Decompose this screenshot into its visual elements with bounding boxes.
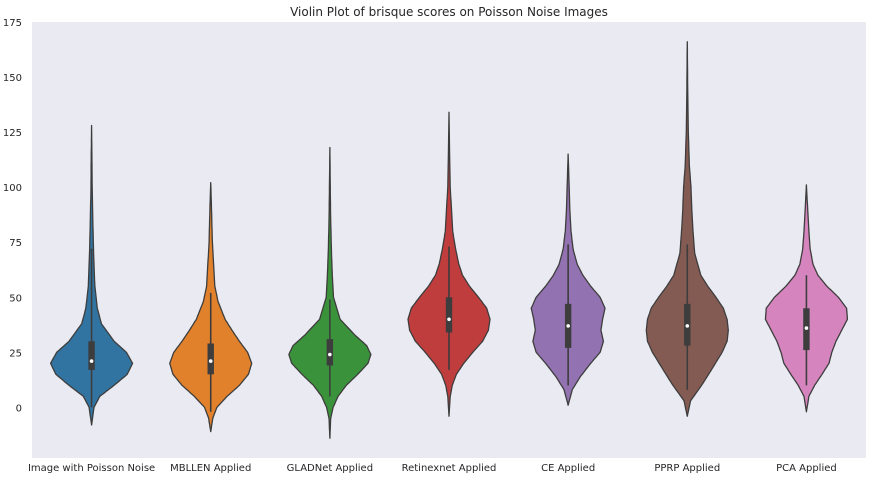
x-tick-label: CE Applied bbox=[541, 463, 595, 474]
x-tick-label: GLADNet Applied bbox=[287, 463, 373, 474]
violin-7 bbox=[764, 184, 849, 413]
y-tick-label: 100 bbox=[3, 183, 22, 194]
y-tick-label: 175 bbox=[3, 18, 22, 29]
y-tick-label: 50 bbox=[9, 293, 22, 304]
violin-iqr-box bbox=[445, 297, 453, 333]
violin-median-dot bbox=[566, 324, 570, 328]
violin-body bbox=[645, 41, 729, 417]
violin-iqr-box bbox=[88, 341, 95, 370]
violin-body bbox=[288, 146, 372, 439]
x-tick-label: Retinexnet Applied bbox=[402, 463, 497, 474]
y-axis-ticks: 0 25 50 75 100 125 150 175 bbox=[3, 18, 22, 414]
violin-iqr-box bbox=[326, 339, 334, 366]
y-tick-label: 0 bbox=[16, 403, 22, 414]
chart-title: Violin Plot of brisque scores on Poisson… bbox=[290, 5, 608, 19]
y-tick-label: 25 bbox=[9, 348, 22, 359]
x-tick-label: MBLLEN Applied bbox=[170, 463, 251, 474]
violin-median-dot bbox=[328, 352, 332, 357]
violin-median-dot bbox=[89, 359, 94, 363]
x-axis-ticks: Image with Poisson Noise MBLLEN Applied GL… bbox=[28, 463, 837, 474]
violin-median-dot bbox=[804, 326, 809, 330]
violin-3 bbox=[288, 146, 372, 439]
violin-median-dot bbox=[685, 324, 690, 328]
x-tick-label: PCA Applied bbox=[776, 463, 837, 474]
violin-1 bbox=[49, 124, 134, 426]
violin-2 bbox=[169, 182, 253, 433]
violins-layer bbox=[49, 41, 849, 439]
violin-median-dot bbox=[208, 359, 213, 363]
violin-median-dot bbox=[447, 317, 451, 322]
y-tick-label: 125 bbox=[3, 128, 22, 139]
y-tick-label: 75 bbox=[9, 238, 22, 249]
violin-6 bbox=[645, 41, 729, 417]
x-tick-label: Image with Poisson Noise bbox=[28, 463, 155, 474]
x-tick-label: PPRP Applied bbox=[654, 463, 720, 474]
violin-4 bbox=[407, 111, 491, 417]
violin-iqr-box bbox=[207, 343, 214, 375]
y-tick-label: 150 bbox=[3, 73, 22, 84]
violin-5 bbox=[530, 153, 606, 406]
